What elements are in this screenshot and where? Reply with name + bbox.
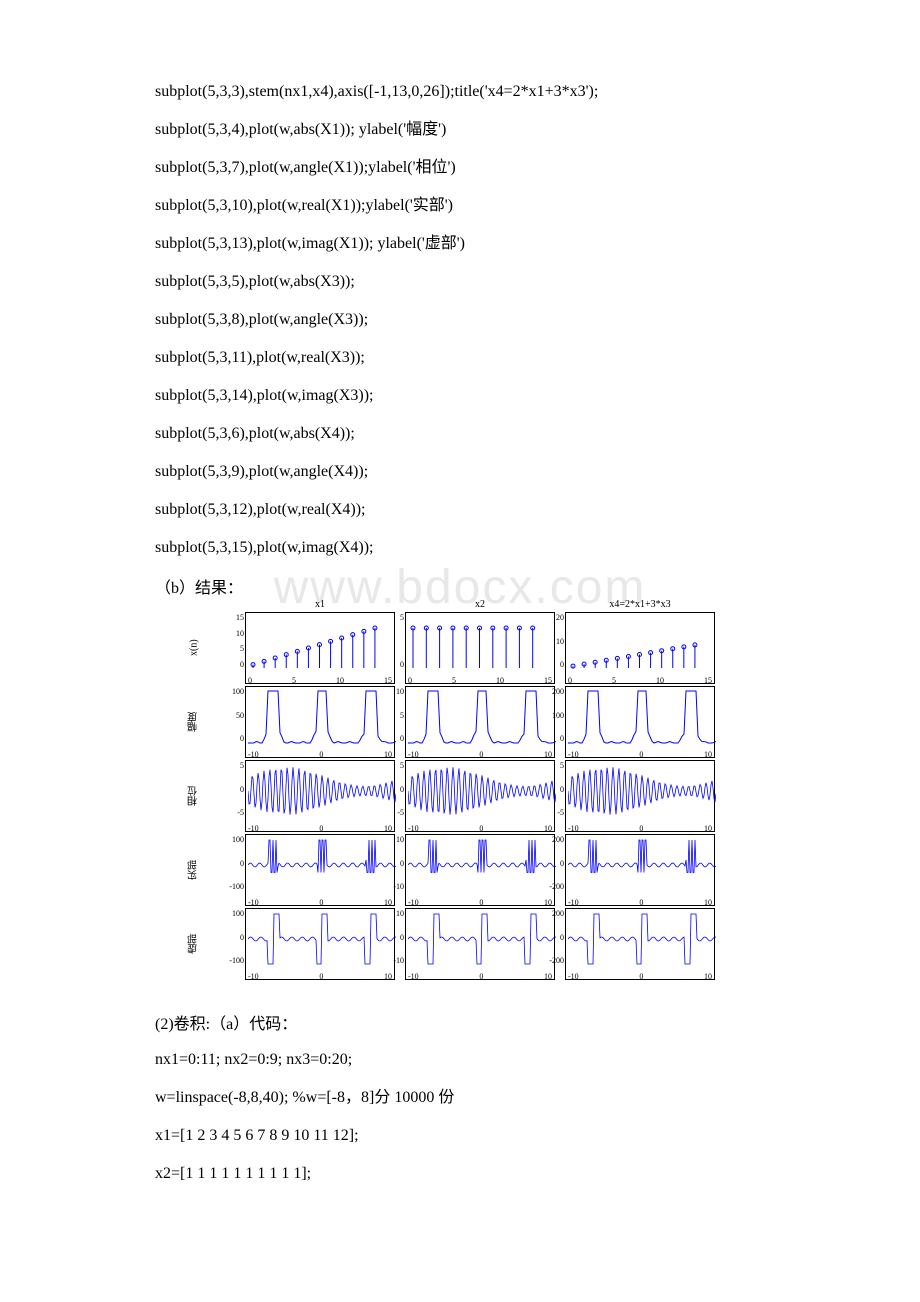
x-ticks: -10010	[566, 898, 714, 907]
y-ticks: 2000-200	[544, 909, 564, 965]
code-line: w=linspace(-8,8,40); %w=[-8，8]分 10000 份	[155, 1086, 765, 1110]
x-ticks: -10010	[246, 898, 394, 907]
subplot-title: x2	[475, 599, 485, 610]
subplot-panel: 1000-100-10010	[245, 908, 395, 980]
x-ticks: 051015	[246, 676, 394, 685]
y-ticks: 2000-200	[544, 835, 564, 891]
x-ticks: -10010	[406, 824, 554, 833]
subplot-panel: 50-5-10010	[565, 760, 715, 832]
y-ticks: 50-5	[224, 761, 244, 817]
code-line: subplot(5,3,5),plot(w,abs(X3));	[155, 270, 765, 294]
code-line: subplot(5,3,15),plot(w,imag(X4));	[155, 536, 765, 560]
subplot-title: x1	[315, 599, 325, 610]
y-ticks: 20100	[544, 613, 564, 669]
subplot-panel: x4=2*x1+3*x320100051015	[565, 612, 715, 684]
subplot-title: x4=2*x1+3*x3	[609, 599, 670, 610]
subplot-panel: 1050-10010	[405, 686, 555, 758]
x-ticks: 051015	[566, 676, 714, 685]
code-block-2: nx1=0:11; nx2=0:9; nx3=0:20; w=linspace(…	[155, 1048, 765, 1186]
y-ticks: 100-10	[384, 909, 404, 965]
x-ticks: -10010	[246, 824, 394, 833]
code-line: subplot(5,3,14),plot(w,imag(X3));	[155, 384, 765, 408]
code-line: x2=[1 1 1 1 1 1 1 1 1 1];	[155, 1162, 765, 1186]
subplot-panel: 50-5-10010	[245, 760, 395, 832]
x-ticks: -10010	[246, 972, 394, 981]
y-ticks: 50	[384, 613, 404, 669]
subplot-panel: 100-10-10010	[405, 834, 555, 906]
x-ticks: -10010	[566, 750, 714, 759]
x-ticks: -10010	[246, 750, 394, 759]
x-ticks: -10010	[566, 972, 714, 981]
row-ylabel: 实部	[185, 834, 203, 906]
y-ticks: 1000-100	[224, 909, 244, 965]
code-line: x1=[1 2 3 4 5 6 7 8 9 10 11 12];	[155, 1124, 765, 1148]
y-ticks: 100-10	[384, 835, 404, 891]
code-line: subplot(5,3,10),plot(w,real(X1));ylabel(…	[155, 194, 765, 218]
code-line: subplot(5,3,8),plot(w,angle(X3));	[155, 308, 765, 332]
subplot-panel: 100500-10010	[245, 686, 395, 758]
subplot-panel: x250051015	[405, 612, 555, 684]
subplot-panel: 1000-100-10010	[245, 834, 395, 906]
y-ticks: 2001000	[544, 687, 564, 743]
code-line: subplot(5,3,7),plot(w,angle(X1));ylabel(…	[155, 156, 765, 180]
row-ylabel: 虚部	[185, 908, 203, 980]
x-ticks: 051015	[406, 676, 554, 685]
y-ticks: 1000-100	[224, 835, 244, 891]
subplot-panel: x1151050051015	[245, 612, 395, 684]
code-line: subplot(5,3,4),plot(w,abs(X1)); ylabel('…	[155, 118, 765, 142]
subplot-panel: 2000-200-10010	[565, 908, 715, 980]
code-line: subplot(5,3,13),plot(w,imag(X1)); ylabel…	[155, 232, 765, 256]
code-block-1: subplot(5,3,3),stem(nx1,x4),axis([-1,13,…	[155, 80, 765, 560]
y-ticks: 151050	[224, 613, 244, 669]
x-ticks: -10010	[406, 750, 554, 759]
row-ylabel: 幅度	[185, 686, 203, 758]
y-ticks: 100500	[224, 687, 244, 743]
x-ticks: -10010	[406, 898, 554, 907]
x-ticks: -10010	[566, 824, 714, 833]
subplot-panel: 100-10-10010	[405, 908, 555, 980]
watermark-text: www.bdocx.com	[274, 560, 647, 615]
subplot-panel: 2000-200-10010	[565, 834, 715, 906]
row-ylabel: 相位	[185, 760, 203, 832]
code-line: subplot(5,3,11),plot(w,real(X3));	[155, 346, 765, 370]
figure-5x3: x(n) x1151050051015x250051015x4=2*x1+3*x3…	[185, 612, 765, 980]
code-line: subplot(5,3,9),plot(w,angle(X4));	[155, 460, 765, 484]
subplot-panel: 2001000-10010	[565, 686, 715, 758]
code-line: subplot(5,3,6),plot(w,abs(X4));	[155, 422, 765, 446]
code-line: subplot(5,3,3),stem(nx1,x4),axis([-1,13,…	[155, 80, 765, 104]
code-line: subplot(5,3,12),plot(w,real(X4));	[155, 498, 765, 522]
document-page: subplot(5,3,3),stem(nx1,x4),axis([-1,13,…	[0, 0, 920, 1280]
section2-label: (2)卷积:（a）代码：	[155, 1010, 765, 1034]
y-ticks: 1050	[384, 687, 404, 743]
subplot-panel: 50-5-10010	[405, 760, 555, 832]
y-ticks: 50-5	[384, 761, 404, 817]
x-ticks: -10010	[406, 972, 554, 981]
row-ylabel: x(n)	[185, 612, 203, 684]
code-line: nx1=0:11; nx2=0:9; nx3=0:20;	[155, 1048, 765, 1072]
y-ticks: 50-5	[544, 761, 564, 817]
